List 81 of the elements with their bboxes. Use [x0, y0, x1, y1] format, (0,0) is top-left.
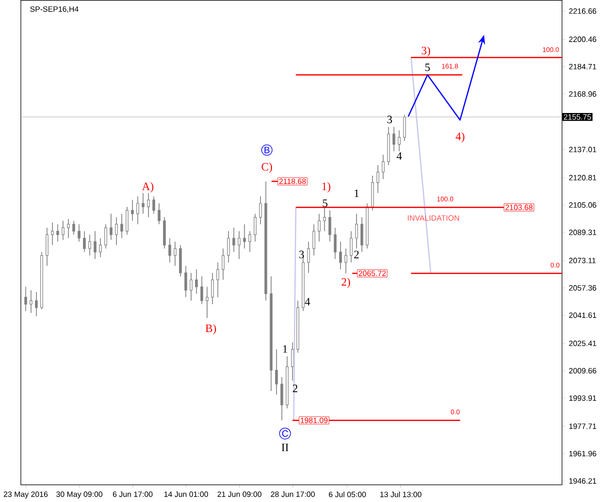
- candlestick: [344, 248, 348, 274]
- candlestick: [259, 196, 262, 225]
- annotation: 2: [354, 250, 359, 258]
- candlestick: [131, 200, 134, 222]
- annotation: 2: [292, 384, 298, 392]
- candlestick: [67, 218, 70, 239]
- candlestick: [83, 230, 86, 252]
- candlestick: [51, 222, 54, 246]
- candlestick: [248, 230, 252, 252]
- candlestick: [190, 272, 192, 302]
- candlestick: [222, 248, 224, 280]
- candlestick: [398, 130, 401, 152]
- candlestick: [238, 230, 241, 260]
- candlestick: [312, 224, 316, 256]
- candlestick: [318, 213, 321, 242]
- candlestick: [152, 196, 156, 214]
- candlestick: [360, 216, 364, 252]
- candlestick: [120, 213, 124, 239]
- candlestick: [200, 276, 204, 305]
- candlestick: [232, 227, 236, 252]
- candlestick: [403, 114, 406, 142]
- candlestick: [88, 234, 92, 256]
- annotation: 5: [322, 200, 328, 208]
- candlestick: [339, 241, 342, 270]
- candlestick: [211, 272, 214, 305]
- annotation: II: [282, 444, 288, 452]
- candlestick: [78, 224, 80, 242]
- candlestick: [227, 230, 230, 263]
- candlestick: [142, 192, 144, 214]
- candlestick: [328, 210, 332, 242]
- candlestick: [158, 203, 160, 225]
- candlestick: [56, 224, 60, 242]
- annotation: 4: [304, 298, 310, 306]
- annotation: 1: [354, 190, 359, 198]
- candlestick: [206, 286, 208, 318]
- candlestick: [291, 342, 294, 382]
- candlestick: [350, 230, 353, 263]
- candlestick: [392, 126, 396, 152]
- candlestick: [184, 266, 188, 298]
- annotation: 4): [456, 132, 464, 143]
- candlestick: [110, 213, 112, 240]
- annotation: A): [142, 182, 154, 193]
- candlestick: [376, 164, 380, 194]
- candlestick: [355, 213, 358, 249]
- annotation: 3: [299, 250, 304, 258]
- candlestick: [174, 241, 176, 266]
- candlestick: [280, 376, 284, 421]
- candlestick: [254, 213, 257, 242]
- annotation: C: [282, 430, 288, 437]
- candlestick: [136, 196, 140, 225]
- candlestick: [72, 220, 76, 236]
- annotation: 1): [322, 182, 330, 193]
- annotation: 5: [425, 64, 430, 72]
- candlestick: [30, 290, 32, 314]
- candlestick: [334, 227, 337, 260]
- candlestick: [195, 269, 198, 294]
- candlestick: [168, 238, 172, 263]
- candlestick: [243, 224, 246, 249]
- annotation: 1: [283, 345, 288, 353]
- candlestick: [62, 220, 64, 240]
- candlestick: [323, 207, 326, 232]
- candlestick: [24, 286, 28, 312]
- candlestick: [99, 238, 102, 258]
- candlestick: [115, 216, 118, 246]
- candlestick: [46, 227, 48, 266]
- candlestick: [104, 224, 108, 249]
- annotation: B: [264, 146, 270, 154]
- annotation: 3: [387, 116, 392, 124]
- candlestick: [34, 292, 38, 317]
- candlestick: [147, 192, 150, 218]
- annotation: B): [206, 324, 216, 334]
- candlestick: [307, 241, 310, 274]
- annotation: 4: [396, 152, 402, 160]
- annotation: 2): [342, 278, 350, 288]
- candlestick: [216, 262, 220, 298]
- candlestick: [94, 230, 96, 260]
- candlestick: [382, 154, 385, 180]
- annotation: C): [262, 162, 272, 173]
- annotation: 3): [422, 46, 430, 57]
- candlestick: [275, 348, 278, 395]
- candlestick: [126, 206, 128, 236]
